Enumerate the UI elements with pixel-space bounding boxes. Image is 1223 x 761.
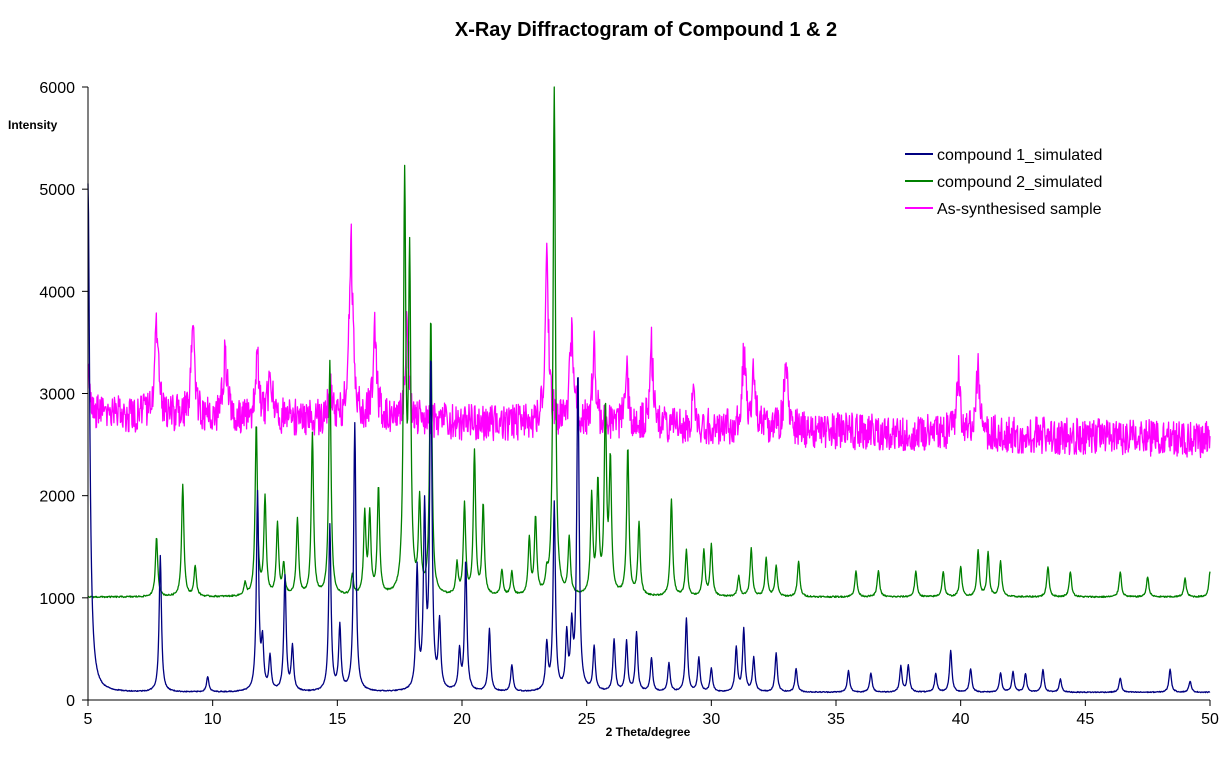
as-synthesised-sample-line bbox=[87, 223, 1211, 459]
y-axis-title: Intensity bbox=[8, 118, 58, 132]
x-tick-label: 45 bbox=[1076, 711, 1094, 728]
legend-label: compound 1_simulated bbox=[937, 147, 1102, 164]
y-tick-label: 6000 bbox=[39, 80, 75, 97]
y-tick-label: 1000 bbox=[39, 591, 75, 608]
x-tick-label: 20 bbox=[453, 711, 471, 728]
x-tick-label: 50 bbox=[1201, 711, 1219, 728]
chart-title: X-Ray Diffractogram of Compound 1 & 2 bbox=[455, 19, 837, 41]
legend: compound 1_simulated compound 2_simulated… bbox=[905, 147, 1102, 218]
legend-label: As-synthesised sample bbox=[937, 201, 1102, 218]
y-tick-label: 5000 bbox=[39, 182, 75, 199]
x-axis-title: 2 Theta/degree bbox=[606, 725, 691, 739]
x-tick-label: 35 bbox=[827, 711, 845, 728]
legend-label: compound 2_simulated bbox=[937, 174, 1102, 191]
x-tick-label: 40 bbox=[952, 711, 970, 728]
x-tick-label: 5 bbox=[84, 711, 93, 728]
compound-1-simulated-line bbox=[87, 183, 1211, 694]
y-tick-label: 0 bbox=[66, 693, 75, 710]
series-layer bbox=[87, 86, 1211, 694]
y-tick-label: 4000 bbox=[39, 284, 75, 301]
compound-2-simulated-line bbox=[87, 86, 1211, 599]
y-tick-label: 3000 bbox=[39, 387, 75, 404]
x-tick-label: 15 bbox=[328, 711, 346, 728]
x-tick-label: 30 bbox=[702, 711, 720, 728]
x-tick-label: 25 bbox=[578, 711, 596, 728]
x-tick-label: 10 bbox=[204, 711, 222, 728]
ticks-layer: 5 10 15 20 25 30 35 40 45 50 0 1000 2000 3000 4000 5000… bbox=[39, 80, 1219, 728]
y-tick-label: 2000 bbox=[39, 489, 75, 506]
